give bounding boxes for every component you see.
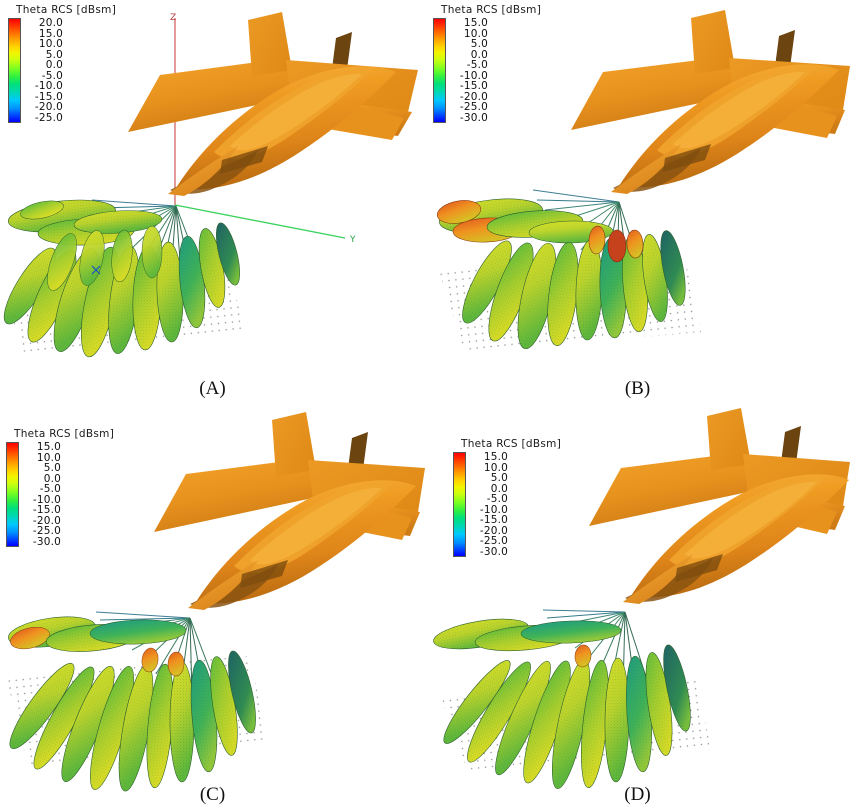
panel-caption-a: (A) bbox=[199, 378, 226, 399]
legend-tick: 10.0 bbox=[36, 451, 61, 464]
legend-d: Theta RCS [dBsm] 15.0 10.0 5.0 0.0 -5.0 … bbox=[453, 438, 561, 557]
axis-y-a: Y bbox=[174, 204, 356, 245]
pattern-marker-a bbox=[91, 265, 101, 275]
legend-a: Theta RCS [dBsm] 20.0 15.0 10.0 5.0 0.0 … bbox=[8, 4, 116, 123]
svg-text:Y: Y bbox=[349, 235, 356, 245]
legend-c: Theta RCS [dBsm] 15.0 10.0 5.0 0.0 -5.0 … bbox=[6, 428, 114, 547]
svg-text:Z: Z bbox=[170, 13, 176, 23]
legend-ticks-b: 15.0 10.0 5.0 0.0 -5.0 -10.0 -15.0 -20.0… bbox=[450, 18, 488, 123]
legend-tick: -5.0 bbox=[39, 483, 61, 495]
legend-tick: -15.0 bbox=[34, 90, 63, 103]
legend-tick: 0.0 bbox=[490, 482, 508, 495]
legend-tick: -5.0 bbox=[41, 69, 63, 82]
legend-tick: -10.0 bbox=[459, 69, 488, 82]
legend-tick: -20.0 bbox=[32, 514, 61, 527]
legend-tick: 15.0 bbox=[38, 27, 63, 40]
legend-title-b: Theta RCS [dBsm] bbox=[441, 4, 542, 16]
panel-d: Theta RCS [dBsm] 15.0 10.0 5.0 0.0 -5.0 … bbox=[425, 406, 850, 812]
legend-tick: 15.0 bbox=[36, 441, 61, 453]
legend-tick: -15.0 bbox=[32, 504, 61, 516]
aircraft-model-d bbox=[589, 408, 850, 604]
legend-tick: 10.0 bbox=[38, 38, 63, 50]
panel-caption-c: (C) bbox=[199, 784, 226, 805]
panel-a-scene: Z Y bbox=[0, 0, 425, 406]
panel-caption-d: (D) bbox=[624, 784, 651, 805]
panel-b-scene bbox=[425, 0, 850, 406]
legend-tick: -10.0 bbox=[32, 493, 61, 506]
legend-ticks-a: 20.0 15.0 10.0 5.0 0.0 -5.0 -10.0 -15.0 … bbox=[25, 18, 63, 123]
rcs-lobe-group-horizontal-a bbox=[7, 199, 163, 246]
legend-title-c: Theta RCS [dBsm] bbox=[14, 428, 115, 440]
rcs-pattern-c bbox=[8, 611, 256, 792]
legend-tick: 10.0 bbox=[483, 461, 508, 474]
legend-tick: -15.0 bbox=[479, 514, 508, 526]
legend-tick: 20.0 bbox=[38, 17, 63, 29]
panel-d-scene bbox=[425, 406, 850, 812]
legend-tick: -5.0 bbox=[466, 59, 488, 71]
rcs-lobe-group-fan-c bbox=[8, 616, 256, 792]
legend-tick: 0.0 bbox=[43, 472, 61, 485]
legend-tick: -25.0 bbox=[459, 101, 488, 113]
legend-tick: -15.0 bbox=[459, 80, 488, 92]
legend-tick: -25.0 bbox=[479, 535, 508, 547]
legend-colorbar-d bbox=[453, 452, 466, 557]
legend-ticks-d: 15.0 10.0 5.0 0.0 -5.0 -10.0 -15.0 -20.0… bbox=[470, 452, 508, 557]
legend-tick: -10.0 bbox=[479, 503, 508, 516]
legend-tick: 5.0 bbox=[470, 38, 488, 50]
legend-colorbar-a bbox=[8, 18, 21, 123]
rcs-pattern-b bbox=[436, 189, 686, 350]
legend-tick: 5.0 bbox=[43, 462, 61, 474]
legend-tick: -20.0 bbox=[479, 524, 508, 537]
legend-tick: -20.0 bbox=[34, 101, 63, 113]
rcs-lobe-group-fan-d bbox=[433, 618, 691, 789]
legend-tick: 0.0 bbox=[470, 48, 488, 61]
panel-c: Theta RCS [dBsm] 15.0 10.0 5.0 0.0 -5.0 … bbox=[0, 406, 425, 812]
legend-ticks-c: 15.0 10.0 5.0 0.0 -5.0 -10.0 -15.0 -20.0… bbox=[23, 442, 61, 547]
legend-tick: 5.0 bbox=[45, 48, 63, 61]
legend-tick: 15.0 bbox=[463, 17, 488, 29]
legend-b: Theta RCS [dBsm] 15.0 10.0 5.0 0.0 -5.0 … bbox=[433, 4, 541, 123]
rcs-pattern-a bbox=[3, 199, 240, 358]
legend-tick: 15.0 bbox=[483, 451, 508, 463]
rcs-render-d bbox=[425, 406, 850, 806]
legend-tick: -25.0 bbox=[34, 111, 63, 124]
legend-colorbar-c bbox=[6, 442, 19, 547]
legend-title-a: Theta RCS [dBsm] bbox=[16, 4, 117, 16]
rcs-render-c bbox=[0, 406, 425, 806]
rcs-lobe-group-fan-a bbox=[3, 222, 240, 358]
rcs-render-a: Z Y bbox=[0, 0, 425, 400]
rcs-lobe-group-fan-b bbox=[462, 225, 686, 350]
legend-title-d: Theta RCS [dBsm] bbox=[461, 438, 562, 450]
aircraft-model-c bbox=[154, 412, 425, 610]
legend-tick: -30.0 bbox=[32, 535, 61, 548]
aircraft-model-b bbox=[571, 10, 850, 194]
legend-tick: -5.0 bbox=[486, 493, 508, 505]
legend-tick: -10.0 bbox=[34, 80, 63, 92]
legend-tick: -30.0 bbox=[479, 545, 508, 558]
legend-tick: -25.0 bbox=[32, 525, 61, 537]
legend-tick: 5.0 bbox=[490, 472, 508, 484]
panel-a: Z Y bbox=[0, 0, 425, 406]
rcs-render-b bbox=[425, 0, 850, 400]
legend-tick: 10.0 bbox=[463, 27, 488, 40]
aircraft-model-a bbox=[128, 12, 418, 196]
panel-c-scene bbox=[0, 406, 425, 812]
rcs-pattern-d bbox=[433, 609, 691, 789]
panel-b: Theta RCS [dBsm] 15.0 10.0 5.0 0.0 -5.0 … bbox=[425, 0, 850, 406]
legend-tick: -30.0 bbox=[459, 111, 488, 124]
legend-colorbar-b bbox=[433, 18, 446, 123]
legend-tick: 0.0 bbox=[45, 59, 63, 71]
legend-tick: -20.0 bbox=[459, 90, 488, 103]
panel-caption-b: (B) bbox=[624, 378, 651, 399]
